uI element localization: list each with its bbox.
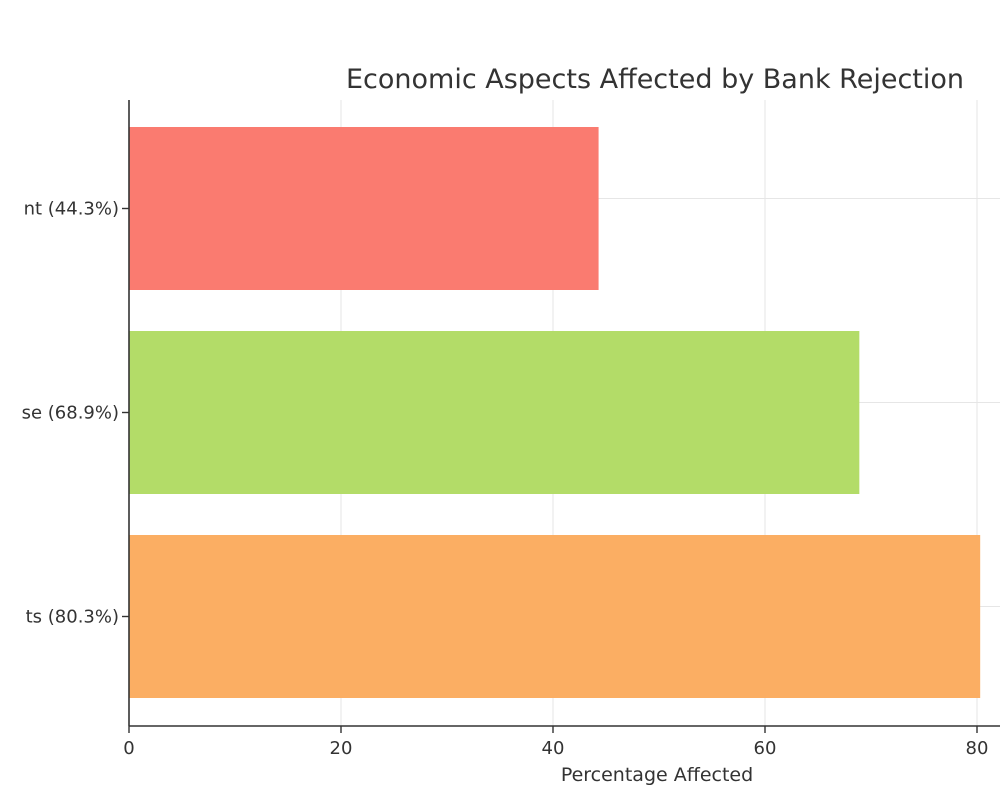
x-tick-label: 80 xyxy=(966,738,989,759)
x-axis-title: Percentage Affected xyxy=(561,764,753,786)
category-labels: nt (44.3%) se (68.9%) ts (80.3%) xyxy=(22,199,119,628)
category-label: se (68.9%) xyxy=(22,403,119,424)
bar xyxy=(129,535,981,698)
x-tick-label: 60 xyxy=(754,738,777,759)
chart-title: Economic Aspects Affected by Bank Reject… xyxy=(346,64,964,95)
x-tick-label: 40 xyxy=(542,738,565,759)
category-label: ts (80.3%) xyxy=(26,607,119,628)
x-axis-ticks: 0 20 40 60 80 xyxy=(122,207,989,759)
bars xyxy=(129,127,981,698)
bar xyxy=(129,127,599,290)
category-label: nt (44.3%) xyxy=(24,199,119,220)
bar xyxy=(129,331,860,494)
x-tick-label: 20 xyxy=(330,738,353,759)
x-tick-label: 0 xyxy=(123,738,134,759)
